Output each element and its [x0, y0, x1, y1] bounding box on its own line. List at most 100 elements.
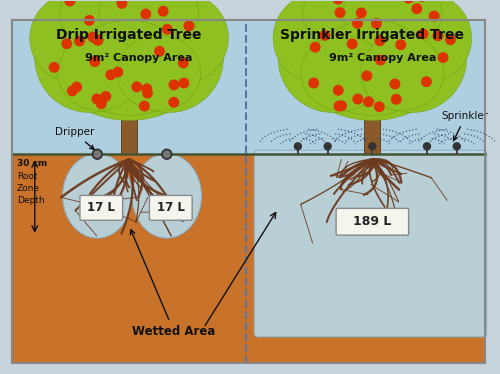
Circle shape: [324, 143, 331, 150]
FancyBboxPatch shape: [150, 196, 192, 220]
Circle shape: [421, 76, 432, 87]
Ellipse shape: [100, 0, 198, 51]
Text: Depth: Depth: [17, 196, 44, 205]
Circle shape: [132, 82, 142, 92]
Text: 9m² Canopy Area: 9m² Canopy Area: [328, 53, 436, 63]
Circle shape: [162, 149, 172, 159]
Circle shape: [391, 94, 402, 105]
Ellipse shape: [382, 0, 472, 83]
Circle shape: [294, 143, 302, 150]
FancyBboxPatch shape: [336, 208, 408, 235]
Text: 9m² Canopy Area: 9m² Canopy Area: [86, 53, 192, 63]
Circle shape: [92, 94, 102, 104]
Text: Wetted Area: Wetted Area: [130, 230, 216, 338]
Circle shape: [84, 15, 95, 26]
Text: Sprinkler Irrigated Tree: Sprinkler Irrigated Tree: [280, 28, 464, 42]
Text: Root: Root: [17, 172, 38, 181]
Circle shape: [438, 52, 448, 63]
Circle shape: [371, 18, 382, 29]
Circle shape: [48, 62, 60, 73]
Circle shape: [154, 46, 165, 57]
Circle shape: [178, 77, 190, 89]
Circle shape: [92, 35, 104, 46]
Text: 17 L: 17 L: [157, 201, 184, 214]
Circle shape: [412, 3, 422, 14]
Ellipse shape: [301, 35, 384, 111]
Circle shape: [346, 39, 358, 49]
Circle shape: [310, 42, 320, 53]
Circle shape: [94, 151, 100, 157]
Circle shape: [142, 88, 153, 99]
Circle shape: [356, 7, 366, 18]
Bar: [12, 20, 246, 154]
Circle shape: [106, 69, 116, 80]
Circle shape: [375, 55, 386, 65]
Bar: [12, 154, 246, 363]
Ellipse shape: [360, 35, 444, 111]
Ellipse shape: [60, 0, 159, 51]
Text: Dripper: Dripper: [54, 128, 94, 150]
Ellipse shape: [358, 3, 467, 113]
Circle shape: [362, 70, 372, 81]
Bar: [246, 154, 484, 363]
Circle shape: [116, 0, 128, 9]
Bar: [121, 95, 137, 154]
Ellipse shape: [35, 3, 144, 113]
Circle shape: [178, 58, 188, 68]
Ellipse shape: [117, 35, 200, 111]
Circle shape: [396, 39, 406, 50]
Circle shape: [454, 143, 460, 150]
Ellipse shape: [58, 35, 141, 111]
Ellipse shape: [132, 154, 202, 238]
Circle shape: [332, 0, 344, 4]
Text: Zone: Zone: [17, 184, 40, 193]
Circle shape: [418, 28, 428, 39]
Bar: [246, 20, 484, 154]
Circle shape: [96, 98, 106, 109]
Circle shape: [363, 96, 374, 107]
Circle shape: [168, 79, 179, 91]
Ellipse shape: [313, 20, 432, 116]
Circle shape: [64, 0, 76, 6]
Ellipse shape: [273, 0, 362, 83]
Ellipse shape: [139, 0, 228, 83]
Bar: [364, 95, 380, 154]
Circle shape: [416, 0, 428, 2]
Circle shape: [71, 82, 82, 92]
Circle shape: [100, 91, 111, 102]
Circle shape: [139, 101, 150, 111]
Circle shape: [352, 18, 363, 29]
Circle shape: [390, 79, 400, 89]
Circle shape: [92, 34, 102, 45]
Text: 17 L: 17 L: [88, 201, 115, 214]
Text: Drip Irrigated Tree: Drip Irrigated Tree: [56, 28, 202, 42]
Circle shape: [158, 6, 168, 17]
Circle shape: [184, 21, 194, 31]
Circle shape: [164, 151, 170, 157]
Ellipse shape: [285, 0, 460, 120]
Circle shape: [334, 101, 344, 111]
Circle shape: [162, 24, 173, 35]
Ellipse shape: [62, 154, 132, 238]
Circle shape: [168, 97, 179, 108]
Text: 30 cm: 30 cm: [17, 159, 47, 168]
Circle shape: [369, 143, 376, 150]
Text: 189 L: 189 L: [353, 215, 392, 228]
Circle shape: [445, 34, 456, 45]
Circle shape: [67, 85, 78, 96]
Circle shape: [374, 101, 385, 112]
Ellipse shape: [342, 0, 442, 51]
Ellipse shape: [42, 0, 216, 120]
Circle shape: [432, 30, 444, 41]
Circle shape: [336, 100, 347, 111]
FancyBboxPatch shape: [80, 196, 122, 220]
Circle shape: [352, 94, 364, 104]
Circle shape: [140, 9, 151, 19]
Circle shape: [320, 30, 330, 41]
Circle shape: [62, 38, 72, 49]
Circle shape: [308, 77, 319, 89]
Circle shape: [92, 149, 102, 159]
Circle shape: [74, 36, 85, 46]
Circle shape: [374, 35, 386, 46]
Circle shape: [142, 83, 152, 94]
